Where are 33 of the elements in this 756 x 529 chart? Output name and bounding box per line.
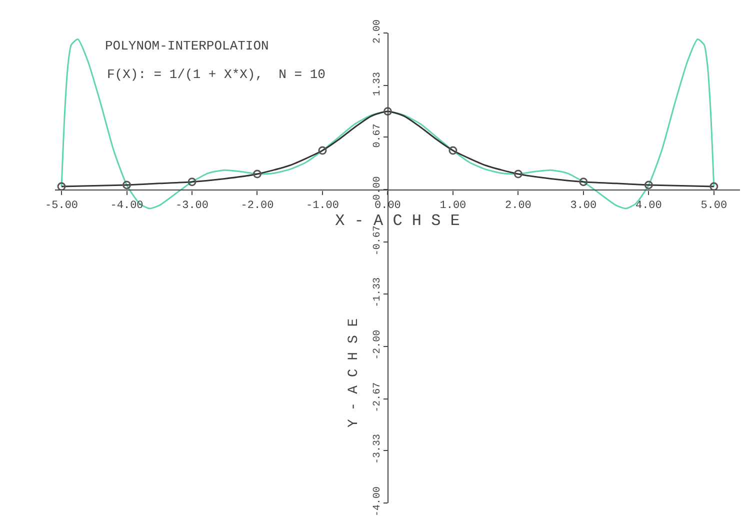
y-tick-label: -4.00 bbox=[372, 486, 384, 517]
y-tick-label: 1.33 bbox=[372, 72, 384, 96]
y-tick-label: -0.67 bbox=[372, 226, 384, 256]
point bbox=[252, 170, 262, 178]
point bbox=[448, 146, 458, 155]
point bbox=[710, 182, 718, 191]
x-tick-label: -5.00 bbox=[45, 200, 78, 212]
x-tick-label: -4.00 bbox=[110, 200, 144, 212]
point bbox=[383, 107, 392, 116]
point bbox=[579, 178, 588, 186]
x-tick-label: 4.00 bbox=[635, 200, 662, 212]
y-tick-label: -1.33 bbox=[372, 277, 384, 308]
y-tick-label: -2.00 bbox=[372, 330, 384, 360]
text: F(X): = 1/(1 + X*X), N = 10 bbox=[107, 67, 326, 82]
x-tick-label: -3.00 bbox=[175, 200, 209, 212]
y-tick-label: -3.33 bbox=[372, 434, 384, 464]
y-tick-label: -2.67 bbox=[372, 382, 384, 412]
point bbox=[318, 146, 327, 155]
point bbox=[514, 170, 522, 178]
point bbox=[122, 180, 132, 190]
text: POLYNOM-INTERPOLATION bbox=[105, 38, 269, 54]
y-tick-label: 0.67 bbox=[372, 124, 384, 148]
y-axis-title: Y - A C H S E bbox=[346, 318, 362, 428]
x-tick-label: 3.00 bbox=[570, 200, 597, 212]
point bbox=[644, 180, 653, 190]
y-tick-label: 2.00 bbox=[372, 19, 384, 44]
x-tick-label: 5.00 bbox=[700, 200, 728, 212]
x-tick-label: 1.00 bbox=[440, 200, 466, 212]
point bbox=[188, 178, 196, 186]
x-tick-label: 2.00 bbox=[504, 200, 532, 212]
point bbox=[57, 182, 66, 191]
x-tick-label: -2.00 bbox=[240, 200, 274, 212]
x-tick-label: -1.00 bbox=[306, 200, 339, 212]
